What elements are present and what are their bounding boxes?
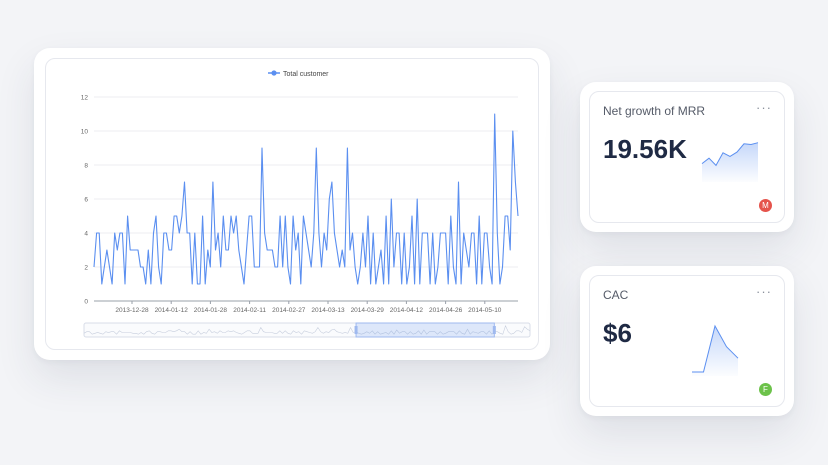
customer-chart-card: Total customer 0 2 4 6 8 10 12 2013-12-28 2014-01… <box>34 48 550 360</box>
x-tick-label: 2014-02-11 <box>233 307 266 314</box>
sparkline-area <box>702 142 758 182</box>
y-tick-label: 2 <box>84 265 88 272</box>
cac-card: CAC ··· $6 F <box>580 266 794 416</box>
y-tick-label: 8 <box>84 163 88 170</box>
sparkline-line <box>692 324 739 373</box>
sparkline-area <box>692 326 738 376</box>
customer-chart-panel: Total customer 0 2 4 6 8 10 12 2013-12-28 2014-01… <box>45 58 539 350</box>
zoom-handle-right[interactable] <box>492 326 496 334</box>
mrr-avatar-badge: M <box>759 199 772 212</box>
mrr-value: 19.56K <box>603 134 687 164</box>
mrr-title: Net growth of MRR <box>603 104 706 118</box>
mrr-more-icon[interactable]: ··· <box>756 100 772 115</box>
sparkline-line <box>701 142 759 167</box>
x-tick-label: 2014-02-27 <box>272 307 306 314</box>
x-tick-label: 2014-01-28 <box>194 307 228 314</box>
x-tick-label: 2014-04-26 <box>429 307 463 314</box>
legend-label: Total customer <box>283 71 329 78</box>
cac-sparkline <box>692 324 739 376</box>
cac-more-icon[interactable]: ··· <box>756 284 772 299</box>
x-tick-label: 2014-04-12 <box>390 307 424 314</box>
cac-avatar-badge: F <box>759 383 772 396</box>
legend-dot-icon <box>271 70 277 76</box>
y-tick-label: 0 <box>84 299 88 306</box>
x-tick-label: 2014-03-29 <box>351 307 385 314</box>
y-tick-label: 10 <box>81 129 89 136</box>
zoom-selection[interactable] <box>355 322 495 338</box>
x-tick-label: 2014-01-12 <box>155 307 189 314</box>
zoom-handle-left[interactable] <box>354 326 358 334</box>
zoom-track[interactable] <box>83 322 531 338</box>
cac-title: CAC <box>603 288 629 302</box>
zoom-preview-line <box>83 324 531 335</box>
mrr-sparkline <box>701 142 759 182</box>
y-tick-label: 4 <box>84 231 88 238</box>
y-tick-label: 12 <box>81 95 89 102</box>
cac-panel: CAC ··· $6 F <box>589 275 785 407</box>
series-total-customer-line[interactable] <box>93 113 519 285</box>
mrr-card: Net growth of MRR ··· 19.56K M <box>580 82 794 232</box>
customer-line-chart[interactable]: Total customer 0 2 4 6 8 10 12 2013-12-28 2014-01… <box>46 59 540 351</box>
mrr-panel: Net growth of MRR ··· 19.56K M <box>589 91 785 223</box>
y-tick-label: 6 <box>84 197 88 204</box>
x-tick-label: 2014-05-10 <box>468 307 502 314</box>
x-tick-label: 2013-12-28 <box>115 307 149 314</box>
cac-value: $6 <box>603 318 632 348</box>
x-tick-label: 2014-03-13 <box>311 307 345 314</box>
chart-legend[interactable]: Total customer <box>268 70 329 78</box>
data-zoom-slider[interactable] <box>83 322 531 338</box>
